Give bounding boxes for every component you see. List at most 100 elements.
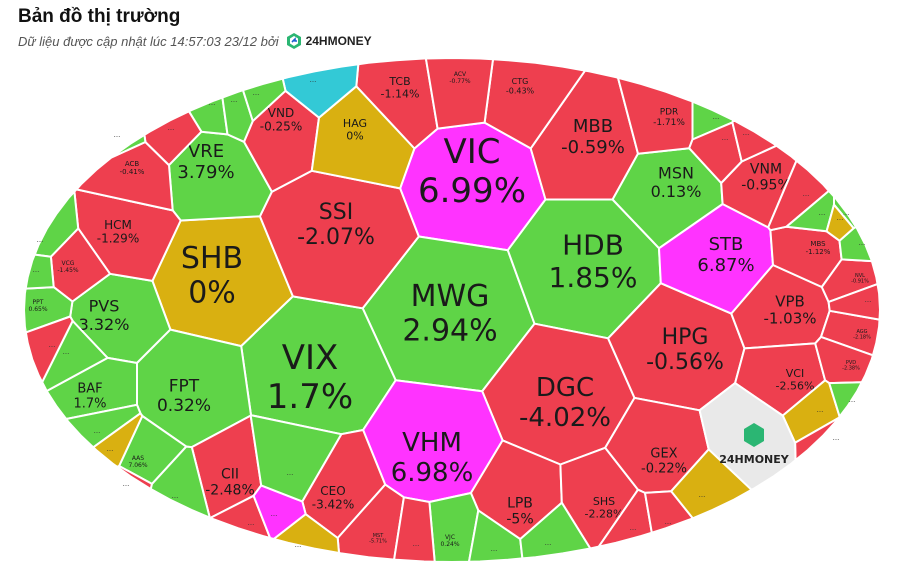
market-cell-minor[interactable]: ... xyxy=(828,381,863,418)
minor-cell-marker: ... xyxy=(859,239,866,247)
market-cell-ssi[interactable]: SSI-2.07% xyxy=(258,169,420,310)
minor-cell-marker: ... xyxy=(630,524,637,532)
market-cell-minor[interactable]: ... xyxy=(281,63,360,119)
cell-change: 1.7% xyxy=(267,377,353,417)
cell-ticker: MBS xyxy=(810,240,826,248)
minor-cell-marker: ... xyxy=(837,214,844,222)
cell-ticker: MST xyxy=(373,533,384,539)
cell-ticker: SHB xyxy=(181,241,243,276)
market-cell-acv[interactable]: ACV-0.77% xyxy=(424,57,494,130)
cell-change: -1.12% xyxy=(806,248,831,256)
market-cell-minor[interactable]: ... xyxy=(272,513,340,554)
minor-cell-marker: ... xyxy=(295,541,302,549)
cell-ticker: PVD xyxy=(846,360,856,366)
cell-ticker: CII xyxy=(221,466,239,482)
cell-ticker: MSN xyxy=(658,164,694,183)
cell-ticker: VNM xyxy=(750,161,782,177)
cell-ticker: AAS xyxy=(132,455,144,462)
cell-ticker: VND xyxy=(268,106,294,120)
market-cell-minor[interactable]: ... xyxy=(827,283,881,321)
cell-ticker: DGC xyxy=(536,373,594,403)
market-cell-minor[interactable]: ... xyxy=(519,501,592,560)
minor-cell-marker: ... xyxy=(107,445,114,453)
market-cell-minor[interactable]: ... xyxy=(149,445,211,519)
cell-change: -1.29% xyxy=(97,232,139,246)
cell-change: 7.06% xyxy=(128,462,147,469)
minor-cell-marker: ... xyxy=(491,545,498,553)
cell-ticker: VHM xyxy=(402,428,462,458)
market-cell-ceo[interactable]: CEO-3.42% xyxy=(301,429,387,539)
market-cell-minor[interactable]: ... xyxy=(825,203,855,242)
minor-cell-marker: ... xyxy=(743,129,750,137)
brand-shield-icon xyxy=(286,33,301,49)
market-cell-minor[interactable]: ... xyxy=(41,320,109,392)
brand-tile-icon xyxy=(744,423,764,447)
brand-name: 24HMONEY xyxy=(305,34,372,48)
cell-change: 6.98% xyxy=(391,458,474,488)
cell-change: 1.85% xyxy=(549,261,638,294)
cell-ticker: HCM xyxy=(104,218,132,232)
cell-change: -0.56% xyxy=(646,350,724,375)
page-title: Bản đồ thị trường xyxy=(18,6,181,27)
minor-cell-marker: ... xyxy=(817,406,824,414)
market-cell-minor[interactable]: ... xyxy=(24,253,55,290)
cell-change: -2.18% xyxy=(853,335,871,341)
cell-change: 0.65% xyxy=(28,306,47,313)
cell-change: -0.22% xyxy=(641,461,687,476)
market-cell-dgc[interactable]: DGC-4.02% xyxy=(481,322,636,466)
market-cell-minor[interactable]: ... xyxy=(242,77,287,122)
minor-cell-marker: ... xyxy=(310,76,317,84)
cell-ticker: SSI xyxy=(319,200,353,225)
market-cell-minor[interactable]: ... xyxy=(143,110,203,167)
market-cell-mbb[interactable]: MBB-0.59% xyxy=(529,69,639,201)
minor-cell-marker: ... xyxy=(287,469,294,477)
cell-change: -2.28% xyxy=(585,508,624,521)
cell-ticker: TCB xyxy=(388,75,410,88)
cell-ticker: GEX xyxy=(650,446,677,461)
market-cell-minor[interactable]: ... xyxy=(110,131,147,159)
cell-change: -1.45% xyxy=(57,267,79,274)
minor-cell-marker: ... xyxy=(545,539,552,547)
cell-change: -0.25% xyxy=(260,120,302,134)
minor-cell-marker: ... xyxy=(722,134,729,142)
cell-change: -2.48% xyxy=(205,482,255,498)
cell-ticker: VJC xyxy=(445,534,455,541)
minor-cell-marker: ... xyxy=(168,124,175,132)
brand-logo[interactable]: 24HMONEY xyxy=(285,32,372,50)
minor-cell-marker: ... xyxy=(37,236,44,244)
market-cell-minor[interactable]: ... xyxy=(731,119,778,163)
market-cell-minor[interactable]: ... xyxy=(249,414,343,503)
cell-change: -2.07% xyxy=(297,225,375,250)
market-cell-minor[interactable]: ... xyxy=(393,496,436,563)
cell-ticker: MWG xyxy=(411,279,490,314)
cell-ticker: VCI xyxy=(786,367,804,380)
minor-cell-marker: ... xyxy=(819,209,826,217)
market-cell-minor[interactable]: ... xyxy=(92,412,144,468)
cell-ticker: PPT xyxy=(33,299,44,306)
cell-change: -4.02% xyxy=(519,403,611,433)
minor-cell-marker: ... xyxy=(713,113,720,121)
cell-ticker: ACB xyxy=(125,160,140,168)
cell-change: 6.99% xyxy=(418,171,526,211)
cell-ticker: VPB xyxy=(775,292,805,310)
cell-ticker: CEO xyxy=(320,484,345,498)
market-cell-gex[interactable]: GEX-0.22% xyxy=(604,396,710,494)
cell-ticker: VIX xyxy=(282,338,339,378)
market-cell-minor[interactable]: ... xyxy=(33,190,80,258)
market-cell-lpb[interactable]: LPB-5% xyxy=(469,439,563,541)
cell-change: -0.95% xyxy=(741,177,791,193)
market-cell-hcm[interactable]: HCM-1.29% xyxy=(73,188,182,282)
cell-change: -0.91% xyxy=(851,279,869,285)
cell-change: 3.79% xyxy=(177,162,234,183)
cell-change: 1.7% xyxy=(73,396,106,411)
cell-change: -2.38% xyxy=(842,366,860,372)
cell-ticker: HPG xyxy=(662,325,709,350)
market-cell-hpg[interactable]: HPG-0.56% xyxy=(607,282,746,412)
cell-ticker: VCG xyxy=(62,260,75,267)
cell-change: -5% xyxy=(506,511,533,527)
